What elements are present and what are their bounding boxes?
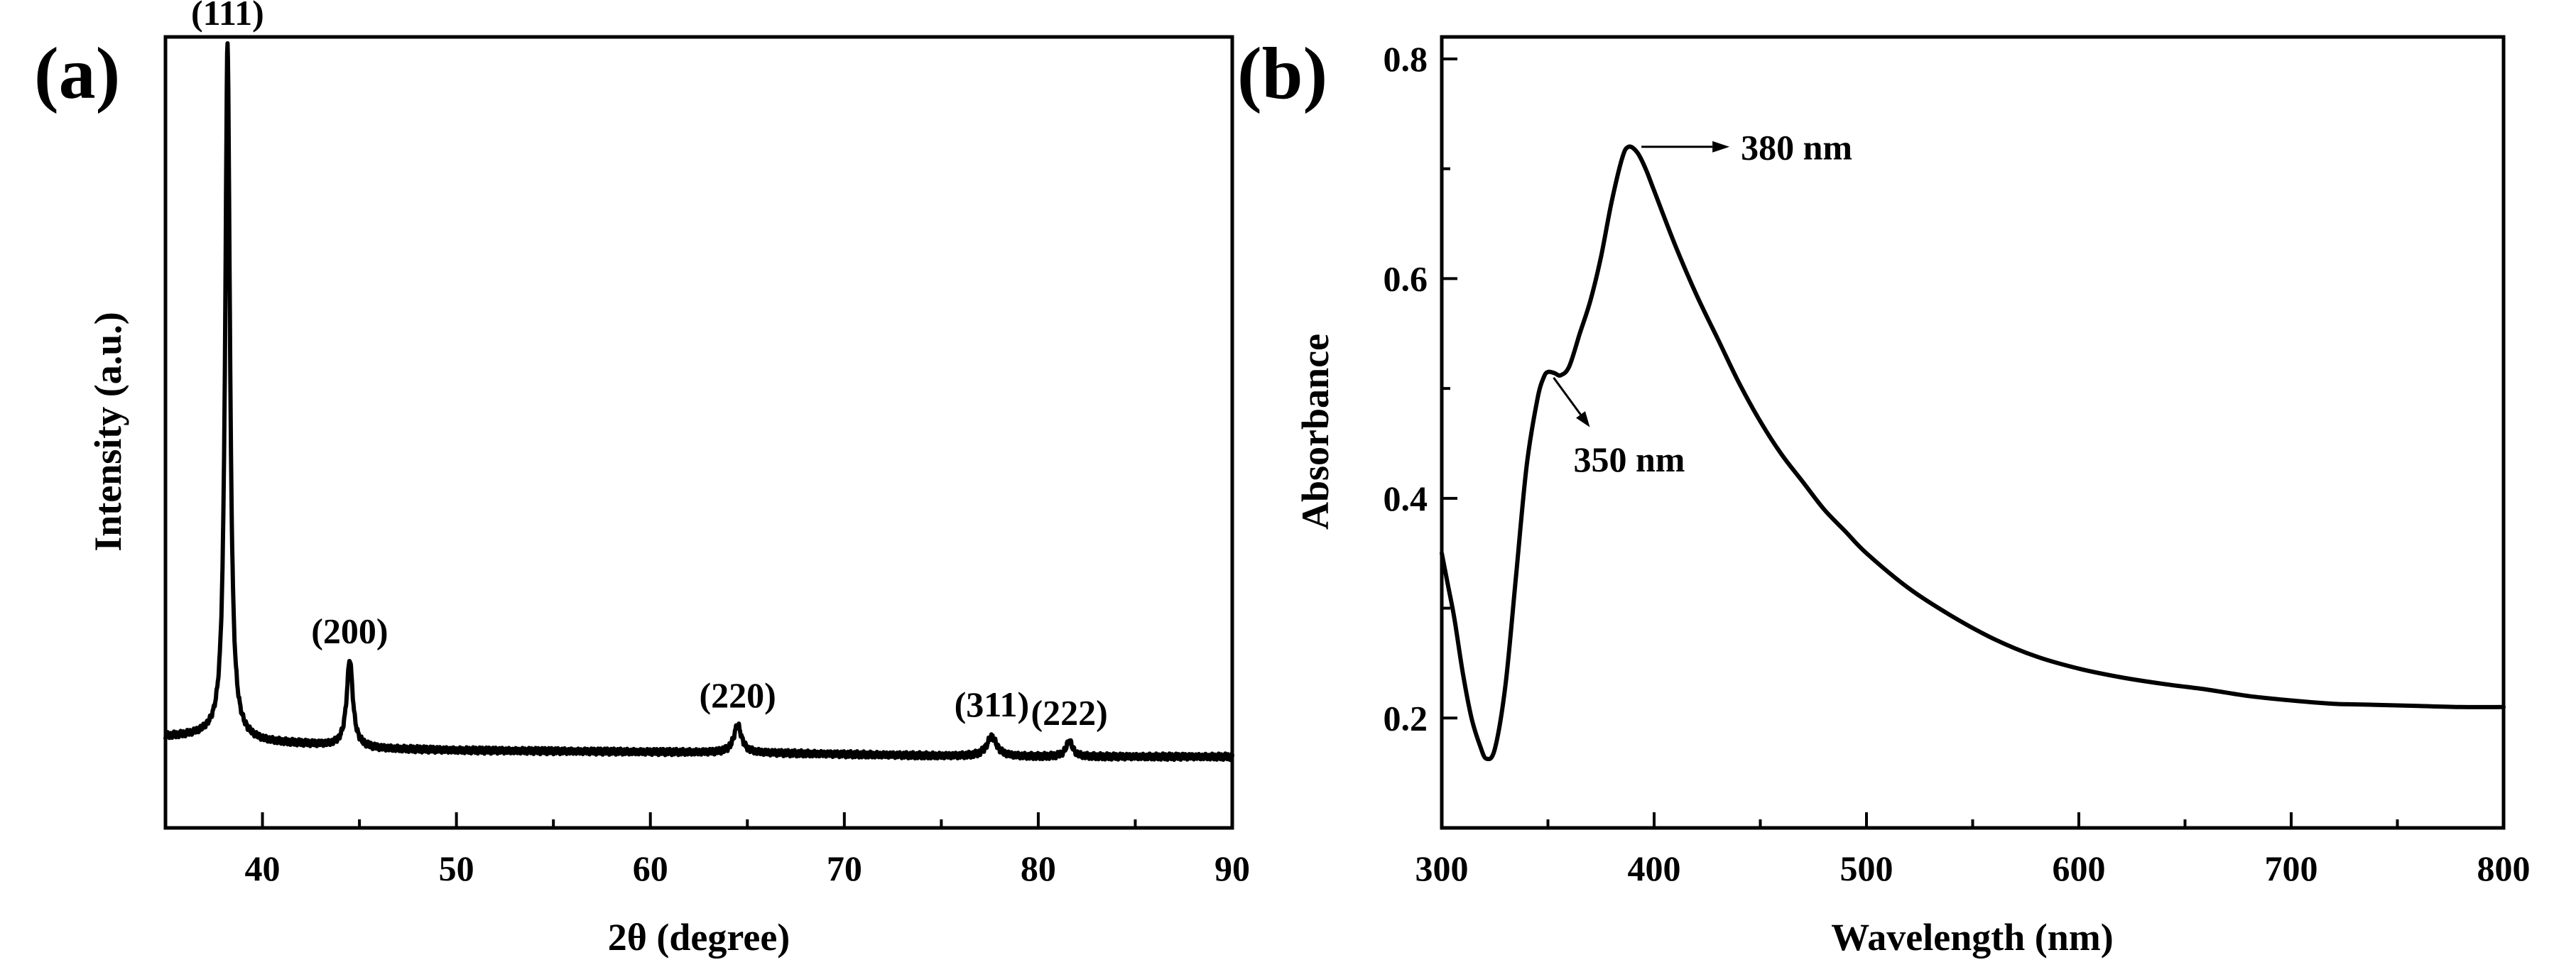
peak-label: (200) bbox=[311, 611, 388, 650]
x-tick-label: 500 bbox=[1840, 848, 1893, 888]
peak-label: (220) bbox=[699, 675, 776, 715]
panel-a-x-ticks bbox=[261, 812, 1234, 828]
x-tick-label: 70 bbox=[827, 848, 862, 888]
panel-a-peak-labels: (111) (200) (220) (311) (222) bbox=[191, 0, 1108, 733]
panel-b-annotations: 380 nm 350 nm bbox=[1553, 128, 1852, 479]
panel-a-y-axis-title: Intensity (a.u.) bbox=[87, 312, 129, 552]
peak-label: (222) bbox=[1031, 693, 1107, 733]
x-tick-label: 800 bbox=[2477, 848, 2531, 888]
y-tick-label: 0.8 bbox=[1384, 39, 1428, 79]
panel-b-x-axis-title: Wavelength (nm) bbox=[1831, 916, 2114, 959]
panel-a-x-tick-labels: 40 50 60 70 80 90 bbox=[245, 848, 1250, 888]
panel-b-label: (b) bbox=[1237, 33, 1327, 114]
panel-b-y-ticks bbox=[1442, 57, 1457, 720]
panel-a-xrd-trace bbox=[163, 41, 1234, 763]
panel-b-absorbance-trace bbox=[1440, 144, 2506, 762]
annotation-380nm: 380 nm bbox=[1741, 128, 1852, 168]
peak-label: (111) bbox=[191, 0, 264, 33]
panel-b-y-tick-labels: 0.2 0.4 0.6 0.8 bbox=[1384, 39, 1428, 738]
y-tick-label: 0.4 bbox=[1384, 479, 1428, 518]
panel-b-x-ticks bbox=[1440, 812, 2505, 828]
annotation-arrow bbox=[1553, 377, 1582, 415]
panel-a-plot-frame bbox=[163, 35, 1234, 830]
y-tick-label: 0.2 bbox=[1384, 698, 1428, 738]
annotation-arrowhead bbox=[1712, 141, 1730, 153]
x-tick-label: 60 bbox=[633, 848, 668, 888]
panel-b-x-tick-labels: 300 400 500 600 700 800 bbox=[1415, 848, 2531, 888]
x-tick-label: 80 bbox=[1021, 848, 1056, 888]
peak-label: (311) bbox=[955, 684, 1030, 724]
x-tick-label: 50 bbox=[439, 848, 474, 888]
x-tick-label: 90 bbox=[1214, 848, 1250, 888]
panel-a: (a) 40 50 60 70 80 90 (111) (200) (220) (311) (22… bbox=[34, 0, 1250, 959]
x-tick-label: 600 bbox=[2053, 848, 2106, 888]
y-tick-label: 0.6 bbox=[1384, 258, 1428, 298]
annotation-350nm: 350 nm bbox=[1574, 440, 1685, 479]
x-tick-label: 700 bbox=[2265, 848, 2318, 888]
panel-b: (b) 300 400 500 600 700 800 0.2 0.4 0.6 0.8 380 … bbox=[1237, 33, 2531, 959]
panel-b-y-axis-title: Absorbance bbox=[1294, 334, 1337, 530]
annotation-arrowhead bbox=[1576, 411, 1590, 427]
panel-a-x-axis-title: 2θ (degree) bbox=[608, 916, 790, 959]
x-tick-label: 40 bbox=[245, 848, 281, 888]
panel-a-label: (a) bbox=[34, 33, 120, 114]
x-tick-label: 300 bbox=[1415, 848, 1469, 888]
x-tick-label: 400 bbox=[1628, 848, 1681, 888]
panel-b-plot-frame bbox=[1440, 35, 2506, 830]
